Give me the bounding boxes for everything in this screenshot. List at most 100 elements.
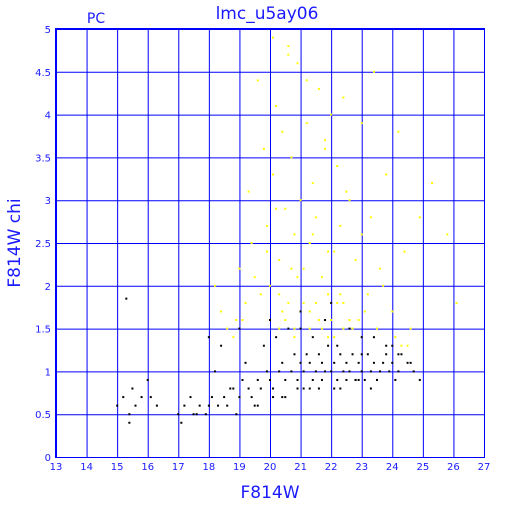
- data-point: [382, 284, 385, 287]
- plot-frame: [55, 28, 485, 458]
- data-points: [116, 36, 458, 424]
- data-point: [376, 327, 378, 330]
- data-point: [284, 207, 287, 210]
- data-point: [391, 344, 394, 347]
- data-point: [213, 284, 216, 287]
- data-point: [333, 336, 336, 339]
- data-point: [308, 361, 311, 364]
- data-point: [278, 293, 281, 296]
- data-point: [232, 336, 235, 339]
- data-point: [342, 96, 345, 99]
- data-point: [305, 79, 308, 82]
- data-point: [366, 293, 369, 296]
- data-point: [299, 361, 302, 364]
- data-point: [272, 173, 275, 176]
- data-point: [125, 297, 128, 300]
- data-point: [244, 361, 247, 364]
- corner-label: PC: [87, 11, 105, 27]
- data-point: [265, 250, 268, 253]
- data-point: [311, 378, 314, 381]
- data-point: [207, 336, 210, 339]
- data-point: [177, 413, 180, 416]
- data-point: [320, 361, 323, 364]
- data-point: [376, 378, 378, 381]
- data-point: [296, 387, 299, 390]
- data-point: [327, 336, 330, 339]
- data-point: [226, 404, 229, 407]
- data-point: [418, 216, 421, 219]
- series-yellow: [213, 36, 458, 347]
- data-point: [320, 327, 323, 330]
- data-point: [247, 387, 250, 390]
- data-point: [327, 344, 330, 347]
- y-tick-label: 0: [45, 453, 51, 464]
- data-point: [198, 404, 201, 407]
- data-point: [382, 361, 385, 364]
- y-tick-labels: 0 0.5 1 1.5 2 2.5 3 3.5 4 4.5 5: [35, 25, 51, 464]
- x-tick-labels: 13 14 15 16 17 18 19 20 21 22 23 24 25 26 27: [50, 462, 491, 473]
- data-point: [342, 327, 345, 330]
- data-point: [241, 378, 244, 381]
- data-point: [281, 396, 284, 399]
- data-point: [287, 45, 290, 48]
- data-point: [290, 267, 293, 270]
- x-tick-label: 16: [141, 462, 154, 473]
- data-point: [284, 319, 287, 322]
- data-point: [372, 336, 375, 339]
- data-point: [262, 344, 265, 347]
- data-point: [256, 404, 259, 407]
- data-point: [363, 378, 366, 381]
- data-point: [244, 301, 247, 304]
- data-point: [293, 336, 296, 339]
- data-point: [256, 378, 259, 381]
- data-point: [269, 319, 271, 322]
- y-tick-label: 3: [45, 196, 51, 207]
- data-point: [262, 147, 265, 150]
- data-point: [220, 344, 223, 347]
- data-point: [278, 370, 281, 373]
- data-point: [116, 404, 119, 407]
- data-point: [397, 370, 400, 373]
- data-point: [406, 361, 409, 364]
- data-point: [180, 421, 183, 424]
- data-point: [128, 413, 131, 416]
- data-point: [250, 396, 253, 399]
- data-point: [336, 344, 339, 347]
- data-point: [281, 361, 284, 364]
- data-point: [314, 301, 317, 304]
- data-point: [311, 182, 314, 185]
- data-point: [217, 404, 220, 407]
- data-point: [140, 396, 143, 399]
- data-point: [406, 344, 409, 347]
- x-tick-label: 14: [80, 462, 93, 473]
- data-point: [287, 301, 290, 304]
- data-point: [397, 353, 400, 356]
- data-point: [247, 190, 250, 193]
- data-point: [394, 336, 397, 339]
- y-tick-label: 4: [45, 111, 51, 122]
- data-point: [272, 387, 275, 390]
- data-point: [372, 70, 375, 73]
- data-point: [192, 413, 195, 416]
- data-point: [275, 336, 278, 339]
- data-point: [314, 370, 317, 373]
- data-point: [317, 319, 320, 322]
- data-point: [265, 370, 268, 373]
- data-point: [366, 353, 369, 356]
- data-point: [336, 301, 339, 304]
- data-point: [287, 53, 290, 56]
- data-point: [324, 370, 327, 373]
- data-point: [345, 361, 348, 364]
- data-point: [278, 327, 281, 330]
- data-point: [223, 396, 226, 399]
- data-point: [305, 122, 308, 125]
- y-tick-label: 1: [45, 367, 51, 378]
- data-point: [272, 396, 275, 399]
- data-point: [293, 327, 296, 330]
- data-point: [379, 370, 382, 373]
- data-point: [446, 233, 449, 236]
- data-point: [253, 404, 256, 407]
- data-point: [302, 387, 305, 390]
- data-point: [369, 216, 372, 219]
- data-point: [333, 250, 336, 253]
